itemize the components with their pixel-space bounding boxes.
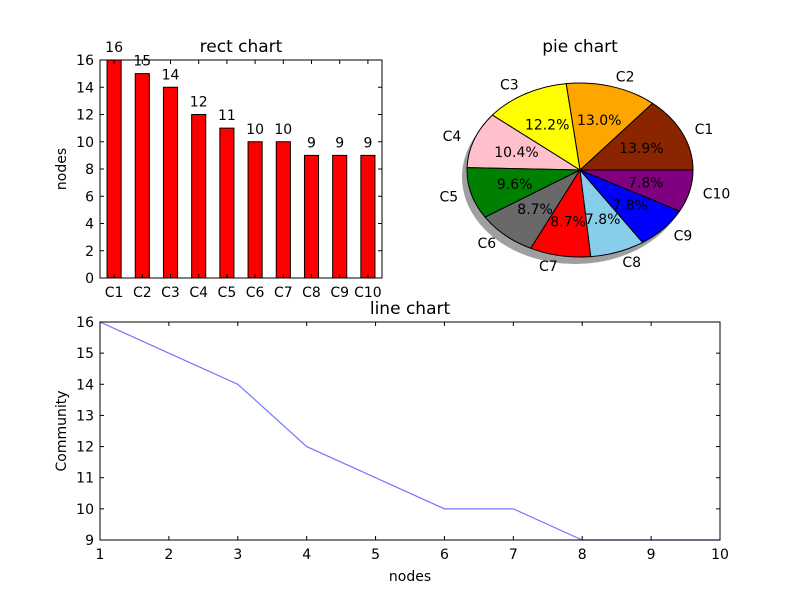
- pie-slice-label: C9: [674, 229, 693, 245]
- bar-value-label: 16: [105, 40, 123, 56]
- pie-percent-label: 13.9%: [619, 141, 663, 157]
- pie-percent-label: 7.8%: [612, 198, 648, 214]
- bar-value-label: 10: [274, 122, 292, 138]
- bar-value-label: 14: [162, 67, 180, 83]
- y-tick-label: 15: [76, 346, 94, 362]
- rect-chart-frame: [99, 59, 383, 279]
- bar: [134, 73, 150, 279]
- x-tick-label: C2: [133, 285, 152, 301]
- bar: [247, 141, 263, 279]
- pie-slice: [491, 83, 581, 172]
- pie-slice-label: C10: [703, 187, 731, 203]
- y-tick-label: 16: [76, 315, 94, 331]
- y-tick-label: 11: [76, 471, 94, 487]
- y-tick-label: 14: [76, 80, 94, 96]
- bar-value-label: 10: [246, 122, 264, 138]
- pie-percent-label: 10.4%: [494, 145, 538, 161]
- pie-slice: [466, 114, 582, 171]
- pie-slice: [578, 102, 694, 171]
- y-tick-label: 4: [85, 217, 94, 233]
- x-tick-label: C8: [302, 285, 321, 301]
- line-chart-frame: [99, 321, 721, 541]
- pie-slice-label: C4: [443, 129, 462, 145]
- x-tick-label: C10: [354, 285, 382, 301]
- bar-value-label: 12: [190, 95, 208, 111]
- line-chart-xlabel: nodes: [389, 569, 431, 585]
- y-tick-label: 2: [85, 244, 94, 260]
- x-tick-label: 9: [647, 547, 656, 563]
- x-tick-label: C4: [189, 285, 208, 301]
- y-tick-label: 6: [85, 189, 94, 205]
- y-tick-label: 16: [76, 53, 94, 69]
- x-tick-label: 6: [440, 547, 449, 563]
- bar: [219, 127, 235, 279]
- bar-value-label: 9: [307, 135, 316, 151]
- pie-chart-title: pie chart: [542, 37, 618, 57]
- rect-chart-title: rect chart: [200, 37, 283, 57]
- pie-chart-marks: 13.9% C1 13.0% C2 12.2% C3 10.4% C4 9.6% C5 8.7% C6…: [439, 70, 730, 275]
- x-tick-label: C3: [161, 285, 180, 301]
- x-tick-label: C1: [105, 285, 124, 301]
- pie-slice-label: C5: [439, 189, 458, 205]
- bar: [303, 154, 320, 279]
- line-chart-title: line chart: [370, 299, 451, 319]
- rect-chart-panel: rect chart nodes 16C115C214C312C411C510C…: [54, 37, 383, 301]
- pie-percent-label: 9.6%: [497, 177, 533, 193]
- pie-slice-label: C2: [616, 70, 635, 86]
- x-tick-label: 7: [509, 547, 518, 563]
- x-tick-label: C5: [218, 285, 237, 301]
- line-chart-panel: line chart nodes Community 1 2 3 4 5 6 7 8 9 1091…: [54, 299, 729, 585]
- y-tick-label: 8: [85, 162, 94, 178]
- bar: [106, 59, 122, 279]
- y-tick-label: 14: [76, 377, 94, 393]
- pie-slice-label: C7: [539, 259, 558, 275]
- pie-slice-label: C6: [477, 236, 496, 252]
- bar-value-label: 11: [218, 108, 236, 124]
- x-tick-label: 2: [164, 547, 173, 563]
- pie-percent-label: 12.2%: [525, 117, 569, 133]
- pie-slice-label: C1: [695, 122, 714, 138]
- x-tick-label: 5: [371, 547, 380, 563]
- bar-value-label: 9: [363, 135, 372, 151]
- y-tick-label: 12: [76, 440, 94, 456]
- pie-percent-label: 7.8%: [628, 176, 664, 192]
- y-tick-label: 9: [85, 533, 94, 549]
- bar: [332, 154, 348, 279]
- y-tick-label: 13: [76, 408, 94, 424]
- bar: [162, 86, 179, 279]
- x-tick-label: 10: [711, 547, 729, 563]
- pie-percent-label: 7.8%: [585, 212, 621, 228]
- x-tick-label: C7: [274, 285, 293, 301]
- y-tick-label: 12: [76, 108, 94, 124]
- x-tick-label: C9: [330, 285, 349, 301]
- x-tick-label: C6: [246, 285, 265, 301]
- line-chart-ylabel: Community: [54, 390, 70, 471]
- bar: [360, 154, 376, 279]
- pie-slice: [565, 82, 654, 171]
- x-tick-label: 1: [96, 547, 105, 563]
- pie-chart-panel: pie chart 13.9% C1 13.0% C2 12.2% C3 10.4% C4 9.…: [439, 37, 730, 275]
- pie-slice-label: C8: [622, 255, 641, 271]
- x-tick-label: 4: [302, 547, 311, 563]
- rect-chart-ylabel: nodes: [54, 148, 70, 190]
- bar: [275, 141, 291, 279]
- y-tick-label: 10: [76, 502, 94, 518]
- pie-percent-label: 8.7%: [550, 214, 586, 230]
- y-tick-label: 10: [76, 135, 94, 151]
- x-tick-label: 3: [233, 547, 242, 563]
- y-tick-label: 0: [85, 271, 94, 287]
- bar-value-label: 9: [335, 135, 344, 151]
- bar: [191, 114, 207, 279]
- pie-percent-label: 8.7%: [517, 202, 553, 218]
- x-tick-label: 8: [578, 547, 587, 563]
- pie-slice: [579, 169, 694, 212]
- pie-percent-label: 13.0%: [577, 113, 621, 129]
- pie-slice-label: C3: [500, 78, 519, 94]
